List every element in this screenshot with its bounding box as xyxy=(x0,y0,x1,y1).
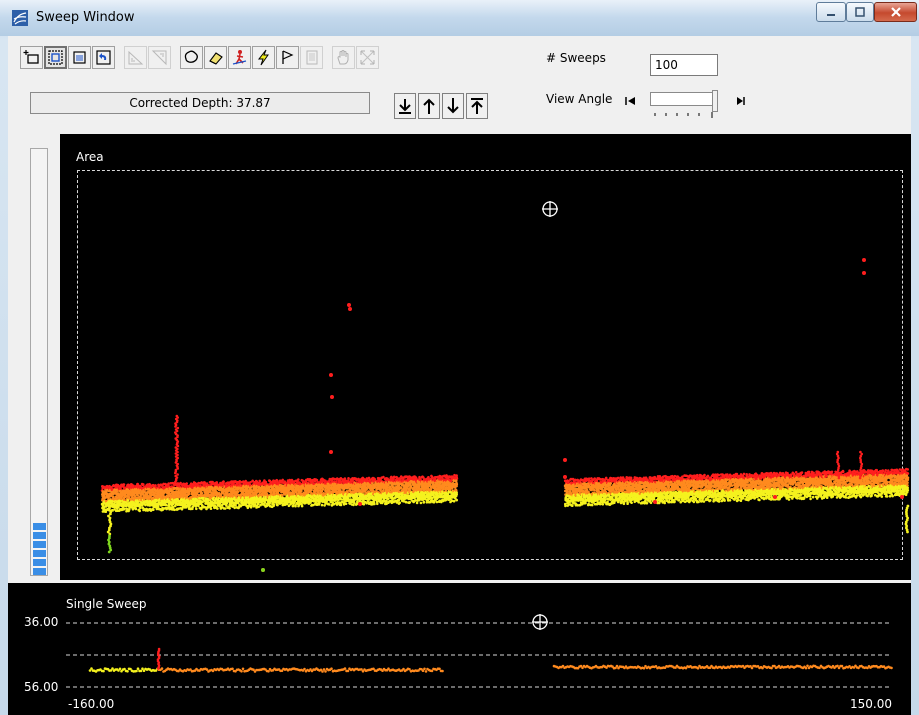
arrow-down-icon xyxy=(447,98,459,114)
new-selection-tool[interactable] xyxy=(20,46,43,69)
area-panel-label: Area xyxy=(76,150,104,164)
view-angle-min-button[interactable] xyxy=(623,94,639,108)
view-angle-max-button[interactable] xyxy=(734,94,748,108)
sweep-app-icon xyxy=(12,10,28,26)
arrow-up-icon xyxy=(423,98,435,114)
lightning-icon xyxy=(257,49,269,66)
window-client: Corrected Depth: 37.87 # Sweeps View Ang… xyxy=(8,36,911,715)
move-to-top-button[interactable] xyxy=(466,93,488,119)
eraser-tool[interactable] xyxy=(204,46,227,69)
hand-icon xyxy=(337,50,349,65)
move-up-button[interactable] xyxy=(418,93,440,119)
person-marker-tool[interactable] xyxy=(228,46,251,69)
view-angle-ticks xyxy=(654,112,713,118)
eraser-icon xyxy=(209,52,223,65)
close-button[interactable] xyxy=(874,2,917,22)
maximize-icon xyxy=(855,7,865,17)
view-angle-slider[interactable] xyxy=(650,92,716,106)
title-bar[interactable]: Sweep Window xyxy=(0,0,919,36)
area-selection-box[interactable] xyxy=(77,170,903,560)
y-tick-bottom: 56.00 xyxy=(24,680,59,694)
close-icon xyxy=(890,7,901,17)
undo-icon xyxy=(96,50,111,65)
select-box-icon xyxy=(48,50,63,65)
view-angle-slider-thumb[interactable] xyxy=(712,90,718,112)
slope-down-tool[interactable] xyxy=(148,46,171,69)
list-view-tool[interactable] xyxy=(68,46,91,69)
single-sweep-panel[interactable]: Single Sweep 36.00 56.00 -160.00 150.00 xyxy=(8,583,911,715)
level-meter-segment xyxy=(33,568,46,575)
window-title: Sweep Window xyxy=(36,10,135,25)
area-panel[interactable]: Area xyxy=(60,134,911,580)
select-box-tool[interactable] xyxy=(44,46,67,69)
document-icon xyxy=(306,50,318,65)
toolbar: Corrected Depth: 37.87 # Sweeps View Ang… xyxy=(8,36,911,128)
arrow-to-top-icon xyxy=(471,98,483,114)
move-down-button[interactable] xyxy=(442,93,464,119)
panel-splitter[interactable] xyxy=(8,580,911,583)
y-tick-top: 36.00 xyxy=(24,615,59,629)
x-tick-left: -160.00 xyxy=(68,697,115,711)
sweeps-label: # Sweeps xyxy=(546,51,606,65)
skip-end-icon xyxy=(737,97,745,105)
zoom-extents-icon xyxy=(360,50,375,65)
level-meter-segment xyxy=(33,523,46,530)
lasso-icon xyxy=(184,50,198,63)
level-meter-segment xyxy=(33,541,46,548)
sweep-crosshair-icon xyxy=(532,614,548,630)
flag-icon xyxy=(282,50,294,64)
slope-down-icon xyxy=(151,50,167,66)
maximize-button[interactable] xyxy=(846,2,874,22)
zoom-extents-tool[interactable] xyxy=(356,46,379,69)
level-meter-track[interactable] xyxy=(30,148,48,576)
level-meter-segment xyxy=(33,550,46,557)
arrow-to-bottom-icon xyxy=(399,99,411,114)
minimize-icon xyxy=(827,14,835,16)
lasso-tool[interactable] xyxy=(180,46,203,69)
lightning-tool[interactable] xyxy=(252,46,275,69)
skip-start-icon xyxy=(625,97,635,105)
single-sweep-plot xyxy=(66,622,893,688)
level-meter xyxy=(8,134,60,580)
single-sweep-label: Single Sweep xyxy=(66,597,147,611)
slope-up-tool[interactable] xyxy=(124,46,147,69)
flag-tool[interactable] xyxy=(276,46,299,69)
document-tool[interactable] xyxy=(300,46,323,69)
x-tick-right: 150.00 xyxy=(850,697,892,711)
slope-up-icon xyxy=(128,50,144,65)
pan-tool[interactable] xyxy=(332,46,355,69)
minimize-button[interactable] xyxy=(816,2,846,22)
undo-view-tool[interactable] xyxy=(92,46,115,69)
level-meter-segment xyxy=(33,559,46,566)
level-meter-segment xyxy=(33,532,46,539)
area-crosshair-icon xyxy=(542,201,558,217)
new-box-icon xyxy=(23,50,39,64)
sweeps-input[interactable] xyxy=(650,54,718,76)
area-point-cloud xyxy=(100,258,910,572)
view-angle-label: View Angle xyxy=(546,92,613,106)
corrected-depth-display: Corrected Depth: 37.87 xyxy=(30,92,370,114)
person-marker-icon xyxy=(232,50,247,65)
move-to-bottom-button[interactable] xyxy=(394,93,416,119)
list-icon xyxy=(73,51,86,64)
